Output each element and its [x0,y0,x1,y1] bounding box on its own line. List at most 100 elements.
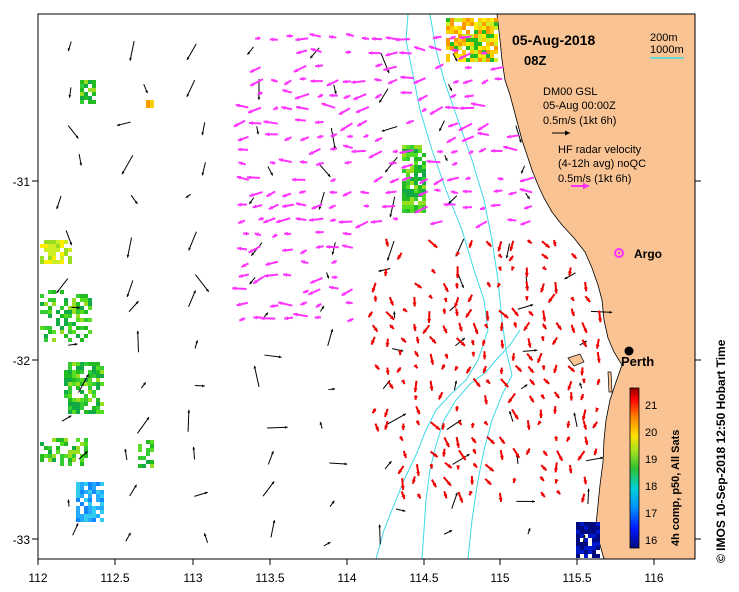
sst-pixel [56,260,60,264]
model-arrow [270,520,276,538]
sst-pixel [96,402,100,406]
model-arrow [393,311,396,318]
hf-radar-arrow [249,78,264,87]
sst-pixel [410,197,414,201]
sst-pixel [80,518,84,522]
sst-pixel [44,244,48,248]
hf-radar-arrow-south [514,364,523,373]
hf-radar-arrow [240,262,249,268]
y-axis-labels: -31 -32 -33 [13,175,31,547]
hf-radar-arrow [237,246,248,251]
sst-pixel [72,446,76,450]
hf-radar-arrow [400,90,413,95]
hf-radar-arrow [269,304,279,308]
hf-radar-arrow-south [542,310,547,322]
hf-radar-arrow-south [413,380,418,393]
sst-pixel [470,18,474,22]
sst-pixel [68,314,72,318]
hf-radar-arrow [296,49,308,55]
hf-radar-arrow [235,103,249,109]
sst-pixel [80,494,84,498]
hf-radar-arrow [465,176,471,181]
sst-pixel [96,514,100,518]
sst-pixel [64,314,68,318]
sst-pixel [64,310,68,314]
hf-radar-arrow-south [455,266,460,279]
hf-radar-arrow [368,150,383,159]
hf-radar-arrow [385,51,398,57]
hf-radar-arrow-south [484,478,492,486]
sst-pixel [466,38,470,42]
sst-pixel [150,448,154,452]
sst-pixel [596,538,600,542]
sst-pixel [80,294,84,298]
sst-pixel [450,42,454,46]
hf-radar-arrow [388,161,397,166]
hf-radar-arrow [363,204,370,209]
model-arrow [137,416,150,434]
colorbar-tick: 18 [645,481,657,493]
sst-pixel [40,454,44,458]
hf-radar-arrow [356,119,368,127]
sst-pixel [588,546,592,550]
sst-pixel [414,161,418,165]
hf-radar-arrow-south [556,489,561,495]
hf-radar-arrow-south [566,420,571,428]
sst-pixel [60,314,64,318]
sst-pixel [84,402,88,406]
sst-pixel [44,260,48,264]
sst-pixel [588,550,592,554]
hf-radar-arrow-south [443,436,450,448]
sst-pixel [486,46,490,50]
sst-pixel [410,181,414,185]
sst-pixel [92,514,96,518]
sst-pixel [482,34,486,38]
sst-pixel [48,252,52,256]
hf-radar-arrow-south [431,268,436,274]
sst-pixel [494,34,498,38]
hf-radar-arrow [242,231,249,236]
hf-radar-arrow [248,121,262,126]
hf-radar-arrow [443,202,456,207]
sst-pixel [80,514,84,518]
hf-radar-arrow-south [455,436,460,448]
hf-legend-scale: 0.5m/s (1kt 6h) [558,173,631,185]
hf-radar-arrow-south [542,323,548,330]
sst-pixel [592,526,596,530]
sst-pixel [576,522,580,526]
sst-pixel [100,374,104,378]
sst-pixel [72,454,76,458]
sst-pixel [150,104,154,108]
rottnest-island [567,353,585,367]
hf-radar-arrow [338,220,353,225]
sst-pixel [490,30,494,34]
hf-radar-arrow [417,94,428,102]
sst-pixel [462,22,466,26]
hf-radar-arrow-south [470,422,475,429]
sst-pixel [80,96,84,100]
sst-pixel [72,322,76,326]
sst-pixel [422,153,426,157]
sst-pixel [80,84,84,88]
hf-radar-arrow [497,176,504,181]
hf-radar-arrow-south [400,478,405,490]
sst-pixel [418,169,422,173]
hf-radar-arrow-south [401,423,406,430]
sst-pixel [486,22,490,26]
hf-radar-arrow [475,220,488,229]
hf-radar-arrow-south [540,393,546,400]
hf-radar-arrow [459,35,472,40]
sst-pixel [490,58,494,62]
sst-pixel [490,34,494,38]
sst-pixel [60,462,64,466]
sst-pixel [410,201,414,205]
sst-pixel [80,462,84,466]
hf-radar-arrow-south [525,281,530,291]
sst-pixel [402,169,406,173]
hf-radar-arrow [395,37,411,42]
model-arrow [140,382,147,389]
sst-pixel [478,38,482,42]
colorbar-tick: 19 [645,454,657,466]
hf-radar-arrow [330,133,338,138]
model-arrow [264,354,282,359]
